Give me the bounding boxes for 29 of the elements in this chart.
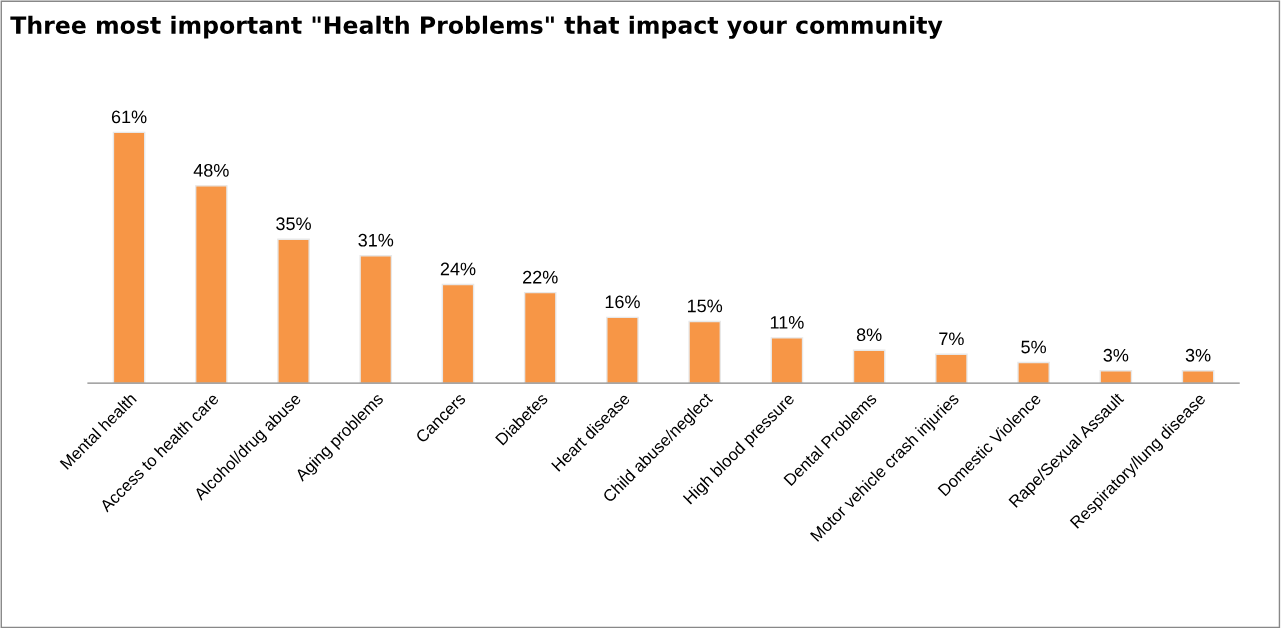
bar <box>606 316 639 384</box>
data-label: 31% <box>358 233 394 247</box>
bar <box>194 185 228 384</box>
bar <box>770 337 804 384</box>
data-label: 3% <box>1103 348 1129 362</box>
chart-title: Three most important "Health Problems" that impact your community <box>10 15 943 39</box>
bar <box>852 349 886 384</box>
data-label: 35% <box>276 217 311 231</box>
data-label: 8% <box>856 328 882 342</box>
data-label: 22% <box>523 270 558 284</box>
bar <box>359 255 393 384</box>
data-label: 48% <box>193 163 229 177</box>
data-label: 16% <box>605 295 640 309</box>
bar <box>1099 370 1133 384</box>
bar <box>523 291 557 384</box>
bar <box>277 238 310 384</box>
data-label: 5% <box>1021 340 1047 354</box>
data-label: 11% <box>770 316 804 329</box>
data-label: 3% <box>1185 348 1211 362</box>
bar <box>935 353 968 384</box>
bar <box>112 131 146 384</box>
data-label: 61% <box>111 110 147 124</box>
bar <box>1181 370 1215 384</box>
data-label: 24% <box>440 262 476 276</box>
bar <box>688 320 721 384</box>
data-label: 15% <box>687 299 723 313</box>
bar <box>1017 361 1050 384</box>
bar <box>441 283 475 384</box>
data-label: 7% <box>939 332 964 346</box>
